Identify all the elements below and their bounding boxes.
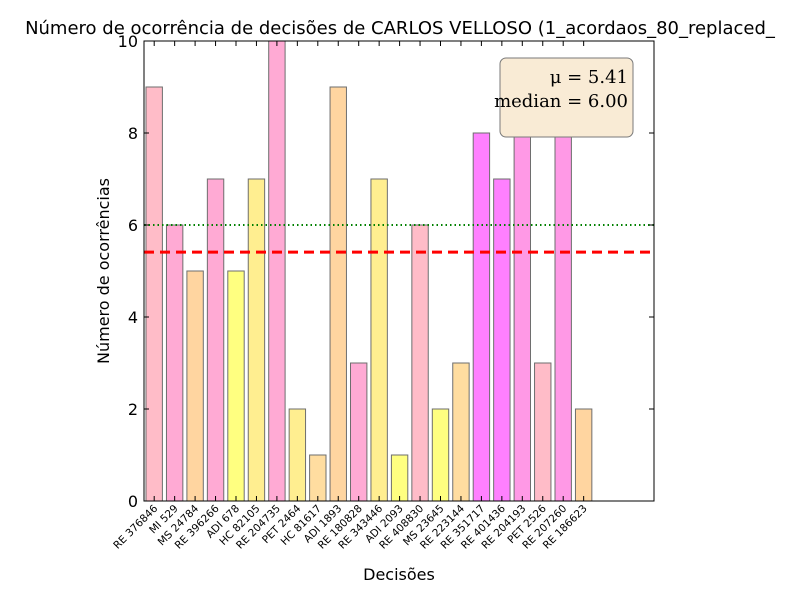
bar-ms-23645 [431,408,450,502]
stats-legend-box: μ = 5.41 median = 6.00 [494,57,634,138]
bar-re-408830 [411,224,429,502]
ytick-label-10: 10 [118,32,138,51]
bar-adi-678 [227,270,245,502]
x-axis-label: Decisões [363,565,435,584]
bars-group [145,40,593,502]
bar-re-396266 [206,178,225,502]
bar-ms-24784 [186,270,204,502]
mean-stat-text: μ = 5.41 [550,67,628,88]
stats-box-background [499,57,634,138]
y-axis-label: Número de ocorrências [94,178,113,364]
bar-re-186623 [574,408,593,502]
ytick-label-8: 8 [128,124,138,143]
bar-pet-2464 [288,408,307,502]
bar-pet-2526 [534,362,552,502]
median-stat-text: median = 6.00 [494,91,628,112]
bar-re-343446 [370,178,388,502]
reference-lines [144,224,654,254]
bar-re-351717 [472,132,491,502]
chart-title: Número de ocorrência de decisões de CARL… [25,18,776,39]
bar-re-180828 [350,362,368,502]
ytick-label-2: 2 [128,400,138,419]
bar-adi-2093 [390,454,409,502]
bar-re-204735 [268,40,286,502]
ytick-label-4: 4 [128,308,138,327]
bar-re-401436 [493,178,511,502]
bar-re-223144 [452,362,470,502]
y-axis-ticks: 0 2 4 6 8 10 [118,32,654,511]
ytick-label-6: 6 [128,216,138,235]
ytick-label-0: 0 [128,492,138,511]
plot-frame [143,40,655,502]
bar-re-376846 [145,86,163,502]
bar-hc-82105 [247,178,266,502]
bar-adi-1893 [329,86,347,502]
bar-hc-81617 [309,454,327,502]
bar-re-207260 [554,132,572,502]
bar-re-204193 [513,132,531,502]
bar-mi-529 [165,224,184,502]
